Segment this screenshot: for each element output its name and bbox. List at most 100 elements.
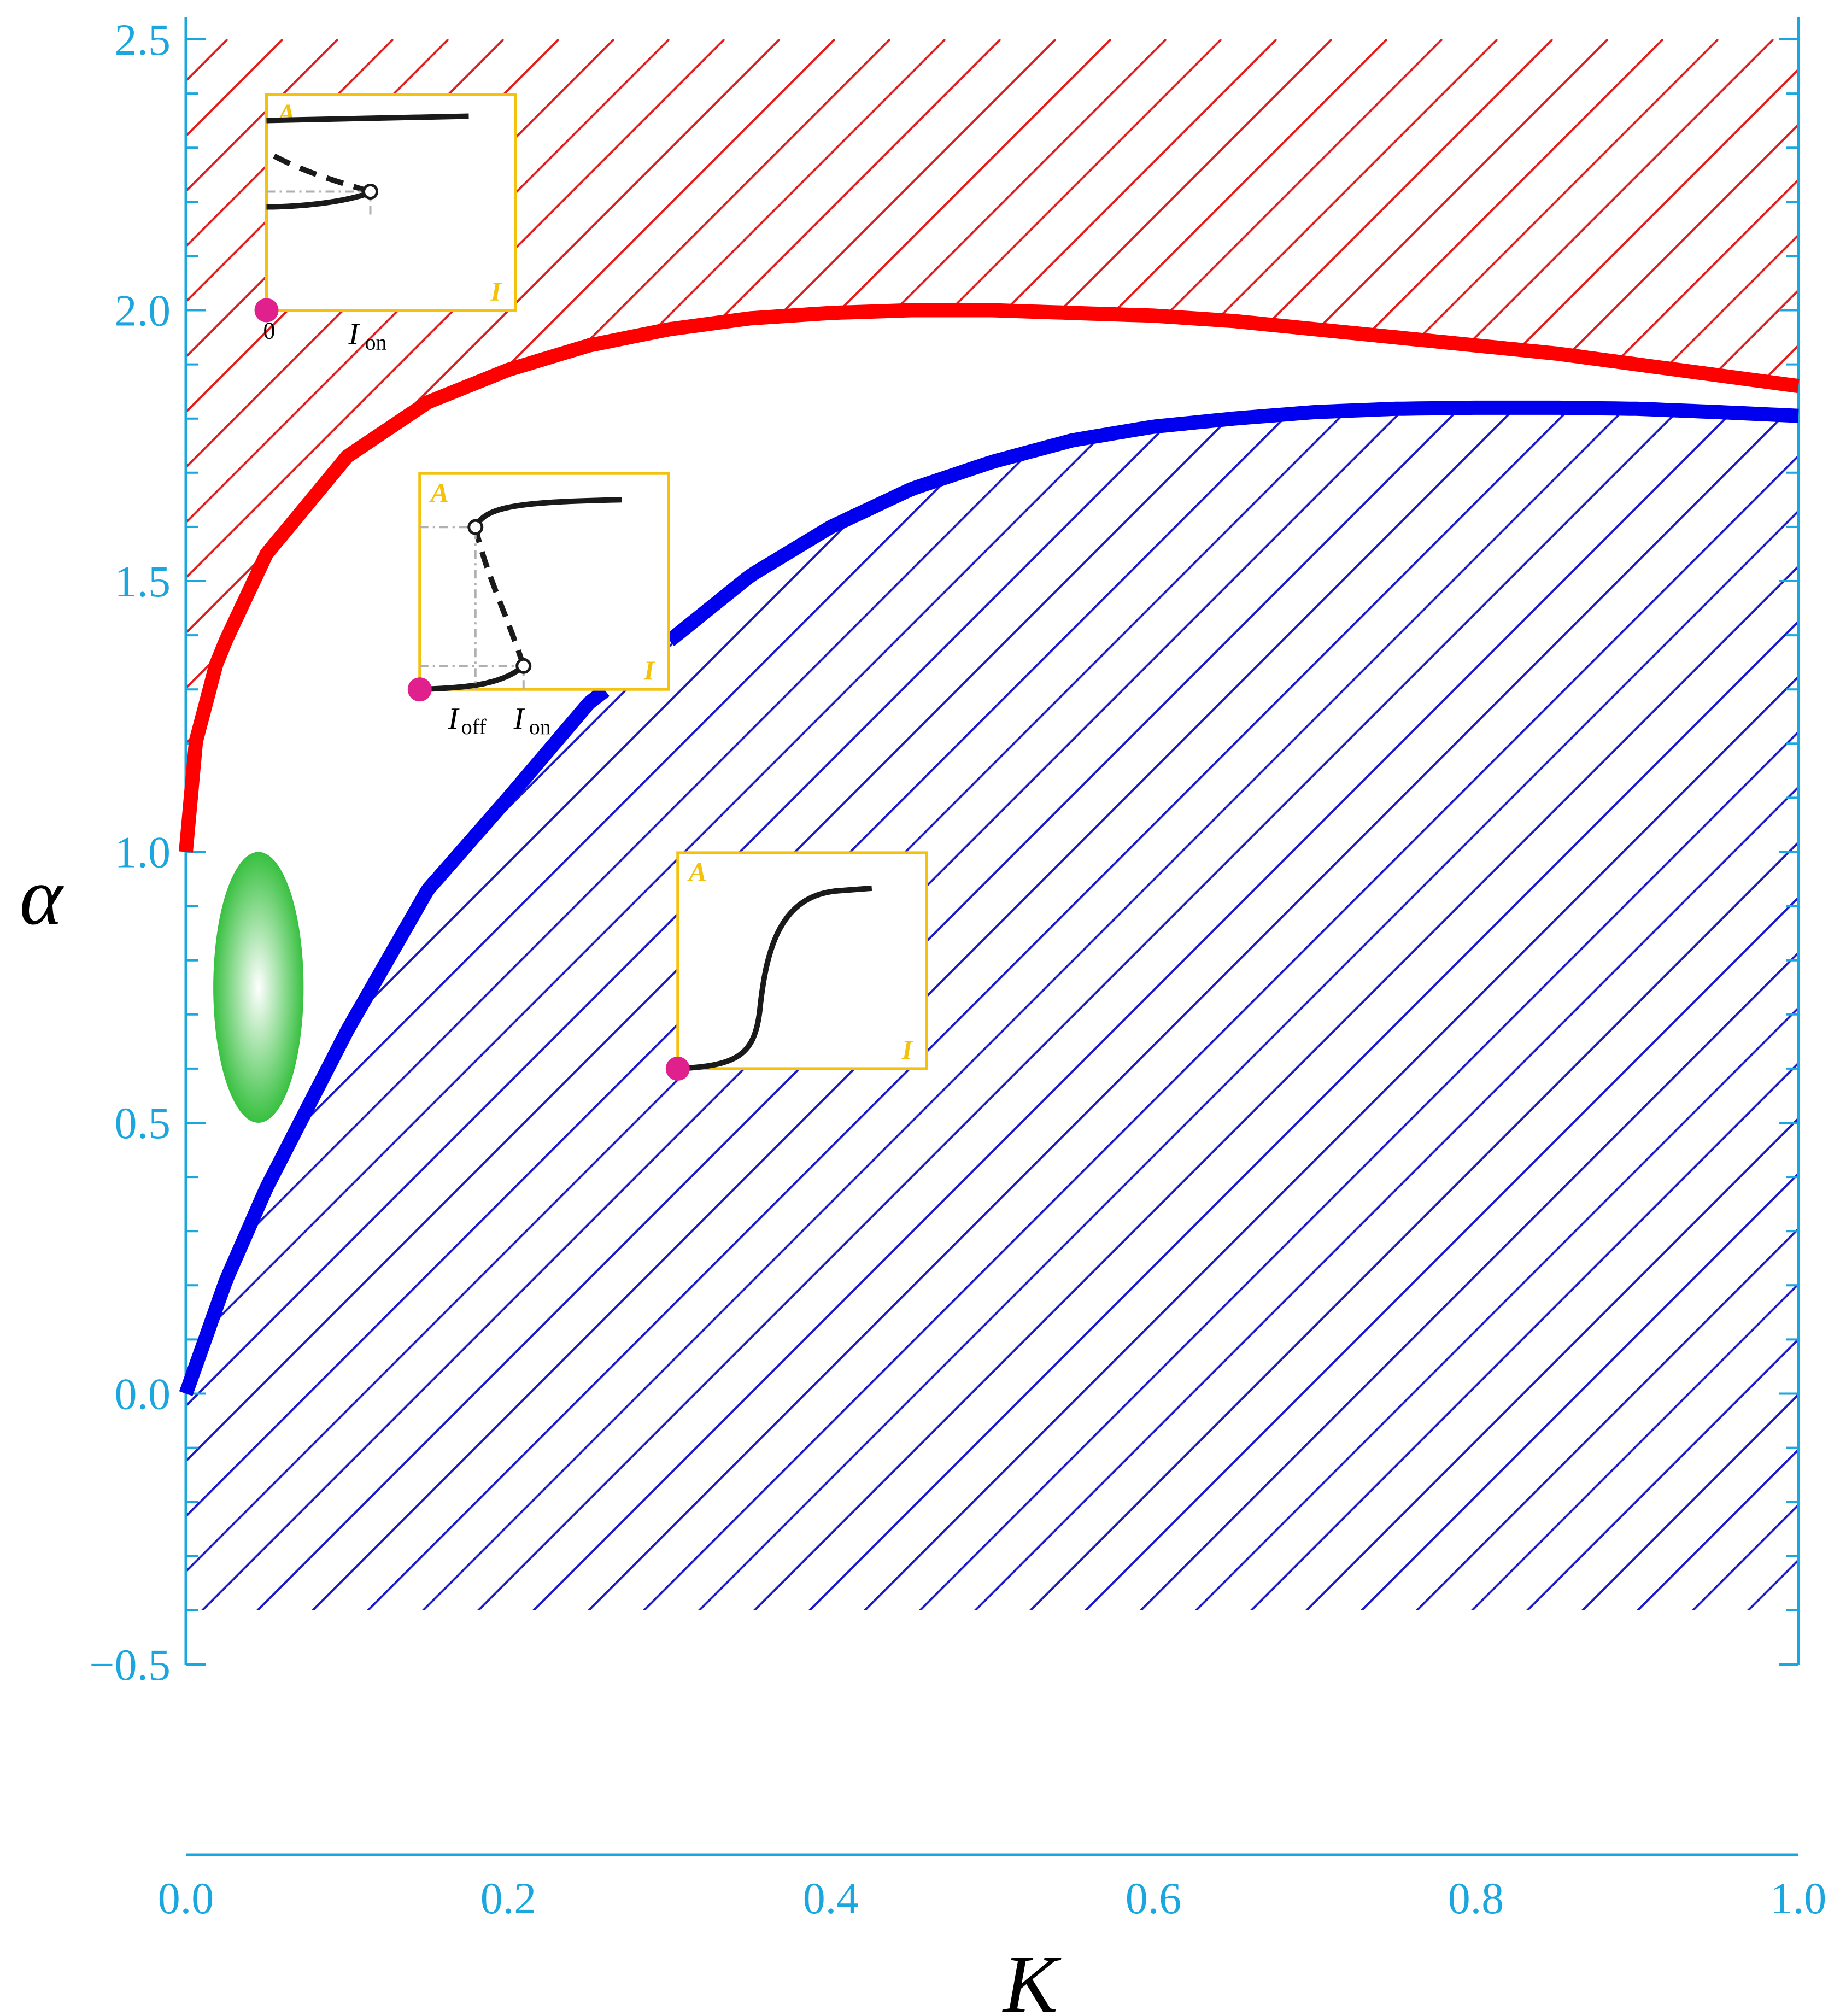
y-tick-label: −0.5 bbox=[89, 1640, 171, 1690]
blue-hatch-line bbox=[754, 407, 1798, 1610]
inset-lower-branch bbox=[419, 664, 526, 693]
red-hatch-line bbox=[186, 39, 1609, 852]
inset-tick-ion-sub: on bbox=[529, 714, 551, 739]
blue-hatch-line bbox=[257, 407, 1798, 1610]
blue-hatch-line bbox=[1638, 407, 1798, 1610]
inset-upper-branch bbox=[266, 113, 469, 124]
blue-hatch-line bbox=[699, 407, 1798, 1610]
red-hatch-line bbox=[1030, 39, 1798, 852]
blue-hatch-line bbox=[810, 407, 1798, 1610]
red-hatch-line bbox=[1306, 39, 1798, 852]
blue-hatch-line bbox=[202, 407, 1798, 1610]
inset-upper-branch bbox=[473, 497, 622, 529]
x-tick-label: 0.2 bbox=[480, 1873, 537, 1923]
inset-y-label: A bbox=[429, 477, 449, 508]
x-tick-label: 1.0 bbox=[1771, 1873, 1827, 1923]
red-hatch-line bbox=[186, 39, 946, 852]
blue-hatch-line bbox=[186, 407, 1443, 1610]
inset-fold-lower bbox=[515, 658, 532, 674]
inset-frame bbox=[676, 851, 928, 1070]
curves bbox=[179, 303, 1800, 1396]
blue-hatch-line bbox=[1030, 407, 1798, 1610]
red-hatch-line bbox=[368, 39, 1798, 852]
inset-tick-ioff-sub: off bbox=[461, 714, 487, 739]
inset-x-label: I bbox=[490, 276, 502, 307]
red-hatch-line bbox=[1141, 39, 1798, 852]
red-hatch-line bbox=[186, 39, 891, 852]
inset-sigmoid: AI bbox=[665, 851, 928, 1081]
inset-fold-upper bbox=[467, 519, 484, 535]
red-hatch-line bbox=[865, 39, 1798, 852]
inset-y-label: A bbox=[687, 857, 707, 887]
inset-origin-marker bbox=[407, 677, 432, 702]
red-hatch-line bbox=[186, 39, 1554, 852]
red-hatch-line bbox=[186, 39, 1222, 852]
blue-hatch-line bbox=[186, 407, 1167, 1610]
inset-lower-branch bbox=[266, 190, 372, 210]
red-hatch-line bbox=[186, 39, 836, 852]
y-tick-label: 2.0 bbox=[115, 286, 171, 336]
red-hatch-line bbox=[186, 39, 1167, 852]
inset-tick-ion: I bbox=[348, 318, 360, 351]
blue-hatch-line bbox=[186, 407, 1222, 1610]
inset-frame bbox=[265, 93, 517, 312]
inset-tick-ion: I bbox=[513, 702, 525, 736]
red-hatch-line bbox=[186, 39, 1001, 852]
red-hatch-line bbox=[810, 39, 1798, 852]
blue-hatch-line bbox=[186, 407, 1333, 1610]
inset-tick-ion-sub: on bbox=[365, 330, 387, 355]
tick-labels: −0.5 0.0 0.5 1.0 1.5 2.0 2.5 0.0 0.2 0.4 0.6 0.8 1.0 bbox=[89, 15, 1826, 1923]
red-hatch-line bbox=[1251, 39, 1798, 852]
blue-boundary-curve-upper bbox=[665, 400, 1799, 647]
inset-origin-marker bbox=[665, 1056, 690, 1081]
blue-hatch-line bbox=[1417, 407, 1798, 1610]
blue-boundary-curve-lower bbox=[179, 684, 610, 1396]
blue-hatch-line bbox=[1196, 407, 1798, 1610]
red-hatch-line bbox=[186, 39, 505, 852]
blue-hatch-line bbox=[534, 407, 1798, 1610]
x-tick-label: 0.4 bbox=[803, 1873, 859, 1923]
blue-hatch-line bbox=[865, 407, 1798, 1610]
red-hatch-line bbox=[1804, 39, 1846, 1665]
red-hatch-line bbox=[1196, 39, 1798, 852]
blue-hatch-line bbox=[368, 407, 1798, 1610]
red-hatch-line bbox=[1086, 39, 1798, 852]
red-hatch-line bbox=[186, 39, 1498, 852]
y-tick-label: 2.5 bbox=[115, 15, 171, 65]
x-tick-label: 0.0 bbox=[158, 1873, 214, 1923]
inset-x-label: I bbox=[901, 1034, 913, 1065]
y-tick-label: 1.0 bbox=[115, 828, 171, 877]
inset-x-label: I bbox=[643, 655, 655, 685]
red-hatch-line bbox=[920, 39, 1798, 852]
green-ellipse-region bbox=[213, 852, 304, 1123]
blue-hatch-line bbox=[1251, 407, 1798, 1610]
red-hatch-line bbox=[202, 39, 1798, 852]
red-boundary-curve bbox=[179, 303, 1800, 853]
red-hatch-line bbox=[186, 39, 1774, 852]
red-hatch-line bbox=[1638, 39, 1798, 852]
inset-sigmoid-curve bbox=[677, 885, 872, 1071]
blue-hatch-line bbox=[1362, 407, 1798, 1610]
blue-hatch-line bbox=[1804, 39, 1846, 1665]
inset-origin-marker bbox=[254, 298, 279, 323]
blue-hatch-line bbox=[186, 407, 1774, 1610]
inset-tick-zero: 0 bbox=[263, 318, 276, 344]
blue-hatch-line bbox=[1141, 407, 1798, 1610]
blue-hatch-line bbox=[589, 407, 1798, 1610]
inset-tick-ioff: I bbox=[448, 702, 460, 736]
inset-fold-point bbox=[362, 184, 378, 200]
y-tick-label: 0.0 bbox=[115, 1369, 171, 1419]
blue-hatch-line bbox=[1472, 407, 1798, 1610]
x-tick-label: 0.6 bbox=[1126, 1873, 1182, 1923]
inset-y-label: A bbox=[276, 98, 296, 129]
blue-hatch-line bbox=[423, 407, 1798, 1610]
blue-hatch-line bbox=[1306, 407, 1798, 1610]
red-hatch-line bbox=[313, 39, 1798, 852]
inset-guide-off bbox=[419, 526, 477, 690]
blue-hatch-line bbox=[1086, 407, 1798, 1610]
inset-unstable-branch bbox=[265, 149, 371, 195]
